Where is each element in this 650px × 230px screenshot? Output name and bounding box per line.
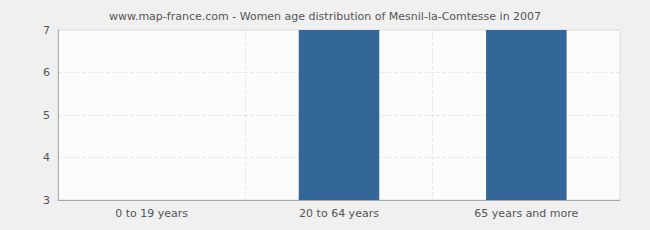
svg-text:5: 5 bbox=[43, 109, 50, 122]
svg-text:4: 4 bbox=[43, 151, 50, 164]
svg-text:20 to 64 years: 20 to 64 years bbox=[299, 207, 379, 220]
svg-text:6: 6 bbox=[43, 66, 50, 79]
svg-text:0 to 19 years: 0 to 19 years bbox=[115, 207, 188, 220]
svg-text:3: 3 bbox=[43, 194, 50, 207]
svg-text:65 years and more: 65 years and more bbox=[474, 207, 578, 220]
svg-text:7: 7 bbox=[43, 24, 50, 37]
svg-text:www.map-france.com - Women age: www.map-france.com - Women age distribut… bbox=[109, 10, 541, 23]
